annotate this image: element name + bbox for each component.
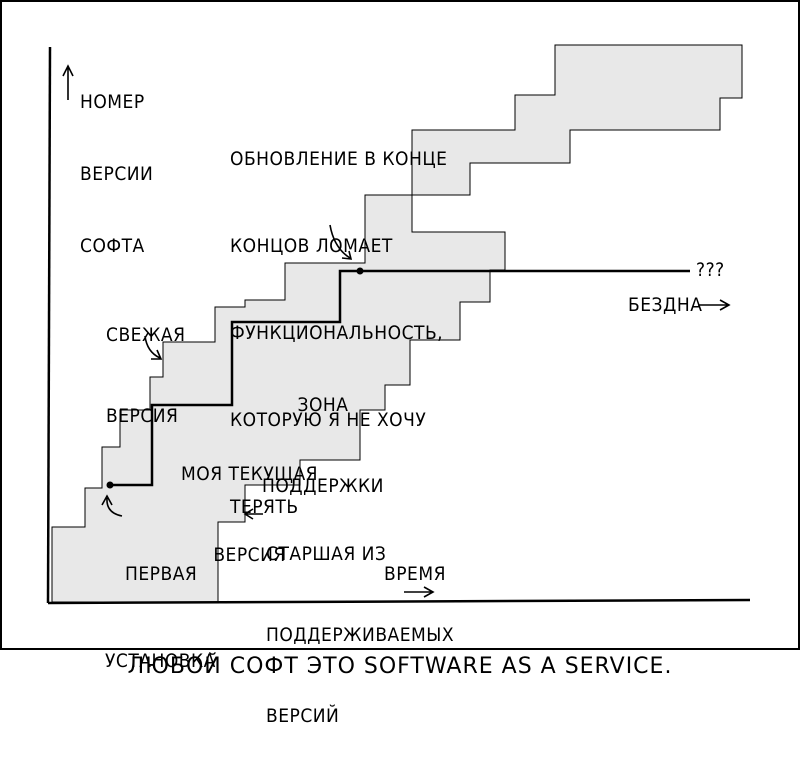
current-version-label: МОЯ ТЕКУЩАЯ ВЕРСИЯ [181,463,319,566]
first-install-pointer-arrow [101,494,123,517]
x-axis [47,598,751,605]
y-axis-label-arrow [62,64,74,100]
oldest-pointer-arrow [243,508,263,520]
oldest-supported-label: СТАРШАЯ ИЗ ПОДДЕРЖИВАЕМЫХ ВЕРСИЙ [266,543,455,727]
x-axis-label-arrow [404,586,435,598]
update-dot [356,267,364,275]
abyss-label: БЕЗДНА [628,294,703,316]
support-zone-label: ЗОНА ПОДДЕРЖКИ [262,394,384,497]
support-zone-band [51,44,743,603]
comic-drawing [46,44,751,605]
x-axis-label: ВРЕМЯ [384,563,446,585]
first-install-label: ПЕРВАЯ УСТАНОВКА [105,563,216,672]
abyss-arrow [698,299,731,311]
my-version-line [110,269,690,487]
y-axis-label: НОМЕР ВЕРСИИ СОФТА [80,91,154,257]
fresh-pointer-arrow [144,335,163,360]
first-install-dot [106,481,114,489]
fresh-version-label: СВЕЖАЯ ВЕРСИЯ [106,324,186,427]
y-axis [46,46,52,604]
question-marks: ??? [696,259,725,281]
update-annotation: ОБНОВЛЕНИЕ В КОНЦЕ КОНЦОВ ЛОМАЕТ ФУНКЦИО… [230,148,448,518]
update-pointer-arrow [329,224,353,260]
comic-caption: ЛЮБОЙ СОФТ ЭТО SOFTWARE AS A SERVICE. [127,654,673,679]
